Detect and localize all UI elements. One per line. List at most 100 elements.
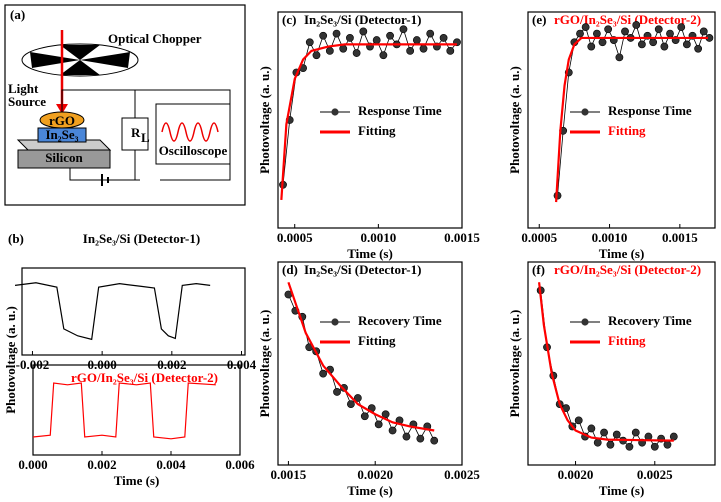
x-axis-label: Time (s) (347, 483, 393, 498)
x-tick-label: 0.0025 (444, 467, 480, 482)
y-axis-label: Photovoltage (a. u.) (257, 66, 272, 174)
legend-label: Response Time (358, 103, 442, 118)
data-point (621, 27, 629, 36)
chart-title: In₂Se₃/Si (Detector-1) (304, 262, 421, 277)
chart-title: In₂Se₃/Si (Detector-1) (83, 231, 200, 246)
data-point (352, 49, 361, 57)
data-point (406, 46, 415, 55)
panel-label: (e) (532, 12, 546, 27)
data-point (669, 432, 678, 441)
data-point (593, 438, 602, 447)
diagram: (a) Optical Chopper Light Source Silicon … (4, 4, 246, 206)
data-point (666, 29, 674, 38)
data-point (332, 29, 341, 38)
fit-line (555, 36, 708, 203)
data-point (386, 31, 394, 40)
data-point (325, 46, 334, 55)
panel-label: (f) (532, 262, 545, 277)
x-tick-label: 0.002 (87, 457, 116, 472)
fit-line (287, 281, 435, 432)
data-point (446, 46, 455, 55)
legend-label: Fitting (358, 333, 396, 348)
x-tick-label: 0.0010 (360, 230, 396, 245)
x-tick-label: 0.000 (18, 457, 47, 472)
signal-line (14, 282, 211, 341)
data-point (677, 23, 686, 32)
legend-label: Response Time (608, 103, 692, 118)
data-point (319, 31, 328, 40)
data-point (416, 434, 425, 443)
data-point (372, 36, 381, 44)
data-point (359, 27, 368, 36)
plot-frame (277, 11, 463, 229)
oscilloscope-wave (161, 122, 219, 142)
data-point (402, 432, 411, 441)
data-point (587, 424, 596, 433)
diagram-frame (4, 4, 246, 206)
data-point (600, 428, 608, 437)
data-point (426, 29, 435, 38)
data-point (632, 21, 641, 29)
data-point (319, 369, 328, 378)
x-tick-label: 0.0025 (637, 467, 673, 482)
silicon-label: Silicon (45, 150, 83, 165)
plot-frame (527, 11, 716, 229)
data-point (333, 388, 341, 396)
y-axis-label: Photovoltage (a. u.) (3, 306, 18, 414)
chopper-label: Optical Chopper (108, 31, 202, 46)
legend-label: Fitting (358, 123, 396, 138)
plot-frame (32, 364, 241, 456)
y-axis-label: Photovoltage (a. u.) (507, 310, 522, 418)
data-point (663, 440, 672, 449)
panel-label: (c) (282, 12, 296, 27)
data-point (592, 29, 601, 38)
x-tick-label: 0.006 (225, 457, 255, 472)
data-point (660, 42, 669, 51)
data-point (625, 442, 634, 451)
legend-marker (331, 318, 339, 326)
data-point (439, 34, 448, 42)
data-point (604, 25, 613, 34)
panel-label: (b) (8, 231, 24, 246)
signal-line (32, 382, 216, 440)
chart-title: rGO/In₂Se₃/Si (Detector-2) (554, 262, 701, 277)
data-point (381, 410, 390, 419)
x-axis-label: Time (s) (599, 483, 645, 498)
data-point (650, 442, 659, 451)
data-point (612, 430, 621, 439)
y-axis-label: Photovoltage (a. u.) (257, 310, 272, 418)
x-tick-label: 0.0020 (558, 467, 594, 482)
data-point (312, 51, 321, 60)
data-point (346, 34, 354, 42)
legend-label: Fitting (608, 333, 646, 348)
x-tick-label: 0.0005 (277, 230, 313, 245)
data-point (339, 44, 348, 53)
data-point (699, 27, 708, 36)
data-point (379, 51, 388, 60)
x-tick-label: 0.004 (156, 457, 186, 472)
data-point (581, 23, 590, 32)
data-point (412, 36, 421, 44)
y-axis-label: Photovoltage (a. u.) (507, 66, 522, 174)
data-point (347, 400, 355, 408)
x-tick-label: 0.0015 (271, 467, 307, 482)
x-tick-label: 0.0015 (662, 230, 698, 245)
data-point (305, 38, 314, 47)
legend-label: Recovery Time (358, 313, 442, 328)
data-point (644, 432, 653, 441)
data-point (574, 416, 583, 425)
data-line (557, 23, 710, 196)
data-point (649, 38, 658, 47)
data-point (399, 25, 408, 34)
data-point (615, 53, 624, 62)
plot-frame (21, 267, 246, 356)
resistor (121, 117, 149, 151)
rgo-label: rGO (49, 113, 75, 128)
x-axis-label: Time (s) (599, 246, 645, 261)
data-point (637, 40, 646, 49)
legend-label: Fitting (608, 123, 646, 138)
data-point (598, 38, 607, 47)
light-source-label: Light Source (8, 81, 46, 109)
